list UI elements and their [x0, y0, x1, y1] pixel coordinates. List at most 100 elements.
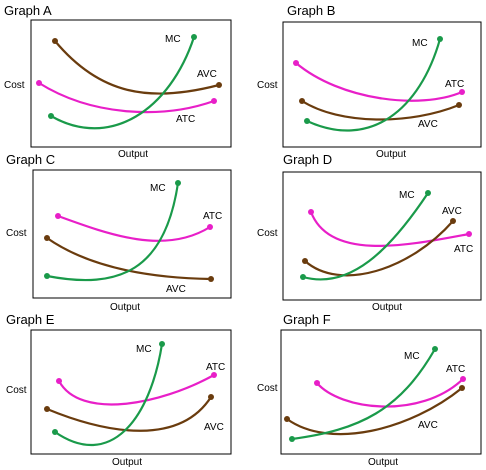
graph-d-atc-label: ATC: [454, 244, 473, 255]
graph-a-atc-label: ATC: [176, 114, 195, 125]
graph-a-avc-label: AVC: [197, 69, 217, 80]
graph-e-x-label: Output: [112, 457, 142, 468]
graph-e-mc-curve: [53, 342, 164, 446]
graph-b-avc-label: AVC: [418, 119, 438, 130]
graph-e-mc-end-point: [159, 341, 165, 347]
graph-a-mc-end-point: [191, 34, 197, 40]
graph-c-mc-label: MC: [150, 183, 166, 194]
graph-c-avc-curve: [45, 236, 213, 281]
graph-f: Graph F Cost Output MC ATC AVC: [257, 312, 482, 468]
graph-f-title: Graph F: [283, 312, 331, 327]
graph-e-avc-label: AVC: [204, 422, 224, 433]
graph-f-atc-start-point: [314, 380, 320, 386]
graph-e-avc-start-point: [44, 406, 50, 412]
graph-b-title: Graph B: [287, 3, 335, 18]
graph-a-atc-end-point: [211, 98, 217, 104]
graph-e-atc-end-point: [211, 372, 217, 378]
graph-c-avc-label: AVC: [166, 284, 186, 295]
graph-b-mc-curve: [305, 37, 442, 132]
graph-e-atc-start-point: [56, 378, 62, 384]
graph-c-atc-end-point: [207, 224, 213, 230]
graph-d-avc-label: AVC: [442, 206, 462, 217]
graph-d-atc-start-point: [308, 209, 314, 215]
graph-d-x-label: Output: [372, 302, 402, 313]
graph-a-x-label: Output: [118, 149, 148, 160]
graph-d-frame: [282, 171, 482, 301]
graph-f-avc-curve: [285, 386, 464, 436]
graph-f-mc-start-point: [289, 436, 295, 442]
graph-c-atc-label: ATC: [203, 211, 222, 222]
graph-b-avc-end-point: [456, 102, 462, 108]
graph-e-mc-label: MC: [136, 344, 152, 355]
graph-b-atc-label: ATC: [445, 79, 464, 90]
graph-d-mc-curve: [301, 191, 430, 281]
graph-b-mc-start-point: [304, 118, 310, 124]
graph-e-avc-end-point: [208, 394, 214, 400]
graph-d-avc-end-point: [450, 218, 456, 224]
graph-d-atc-curve: [309, 210, 471, 247]
graph-f-atc-curve: [315, 377, 465, 408]
graph-a-avc-start-point: [52, 38, 58, 44]
graph-c-atc-curve: [56, 214, 212, 242]
graph-e-frame: [30, 329, 232, 455]
graph-a-y-label: Cost: [4, 80, 25, 91]
graph-a: Graph A Cost Output MC AVC ATC: [4, 3, 232, 160]
graph-b-atc-start-point: [293, 60, 299, 66]
graph-d-title: Graph D: [283, 152, 332, 167]
graph-e-atc-label: ATC: [206, 362, 225, 373]
graph-f-avc-end-point: [459, 385, 465, 391]
graph-b-frame: [282, 21, 482, 148]
graph-f-mc-label: MC: [404, 351, 420, 362]
graph-d-mc-end-point: [425, 190, 431, 196]
graph-c-mc-end-point: [175, 180, 181, 186]
graph-b-mc-label: MC: [412, 38, 428, 49]
graph-f-x-label: Output: [368, 457, 398, 468]
graph-c: Graph C Cost Output MC ATC AVC: [6, 152, 232, 313]
graph-a-atc-curve: [37, 81, 216, 114]
graph-a-mc-curve: [49, 35, 196, 130]
graph-b-atc-curve: [294, 61, 464, 102]
graph-a-atc-start-point: [36, 80, 42, 86]
graph-b-avc-curve: [300, 99, 461, 121]
graph-a-mc-start-point: [48, 113, 54, 119]
graph-f-avc-start-point: [284, 416, 290, 422]
graph-c-x-label: Output: [110, 302, 140, 313]
graph-f-mc-end-point: [432, 346, 438, 352]
graph-a-mc-label: MC: [165, 34, 181, 45]
graph-a-title: Graph A: [4, 3, 52, 18]
graph-c-y-label: Cost: [6, 228, 27, 239]
graph-c-avc-start-point: [44, 235, 50, 241]
graph-b-atc-end-point: [459, 89, 465, 95]
graph-e-title: Graph E: [6, 312, 55, 327]
graph-b-mc-end-point: [437, 36, 443, 42]
graph-e-avc-curve: [45, 395, 213, 432]
graph-d-avc-curve: [303, 219, 455, 277]
graph-d: Graph D Cost Output MC AVC ATC: [257, 152, 482, 313]
graph-d-mc-start-point: [300, 274, 306, 280]
graph-c-mc-curve: [45, 181, 180, 282]
graph-b-x-label: Output: [376, 149, 406, 160]
graph-f-y-label: Cost: [257, 383, 278, 394]
graph-f-avc-label: AVC: [418, 420, 438, 431]
graph-b-y-label: Cost: [257, 80, 278, 91]
graph-b: Graph B Cost Output MC ATC AVC: [257, 3, 482, 160]
graph-a-avc-curve: [53, 39, 221, 95]
graph-b-avc-start-point: [299, 98, 305, 104]
graph-d-avc-start-point: [302, 258, 308, 264]
graph-c-title: Graph C: [6, 152, 55, 167]
graph-e-atc-curve: [57, 373, 216, 406]
graph-e-y-label: Cost: [6, 385, 27, 396]
graph-c-avc-end-point: [208, 276, 214, 282]
graph-e: Graph E Cost Output MC ATC AVC: [6, 312, 232, 468]
graph-f-atc-label: ATC: [446, 364, 465, 375]
graph-c-atc-start-point: [55, 213, 61, 219]
graph-d-mc-label: MC: [399, 190, 415, 201]
graph-d-y-label: Cost: [257, 228, 278, 239]
graph-e-mc-start-point: [52, 429, 58, 435]
graph-f-frame: [280, 329, 482, 455]
graph-a-avc-end-point: [216, 82, 222, 88]
graph-a-frame: [30, 19, 232, 148]
graph-f-mc-curve: [290, 347, 437, 441]
graph-d-atc-end-point: [466, 231, 472, 237]
